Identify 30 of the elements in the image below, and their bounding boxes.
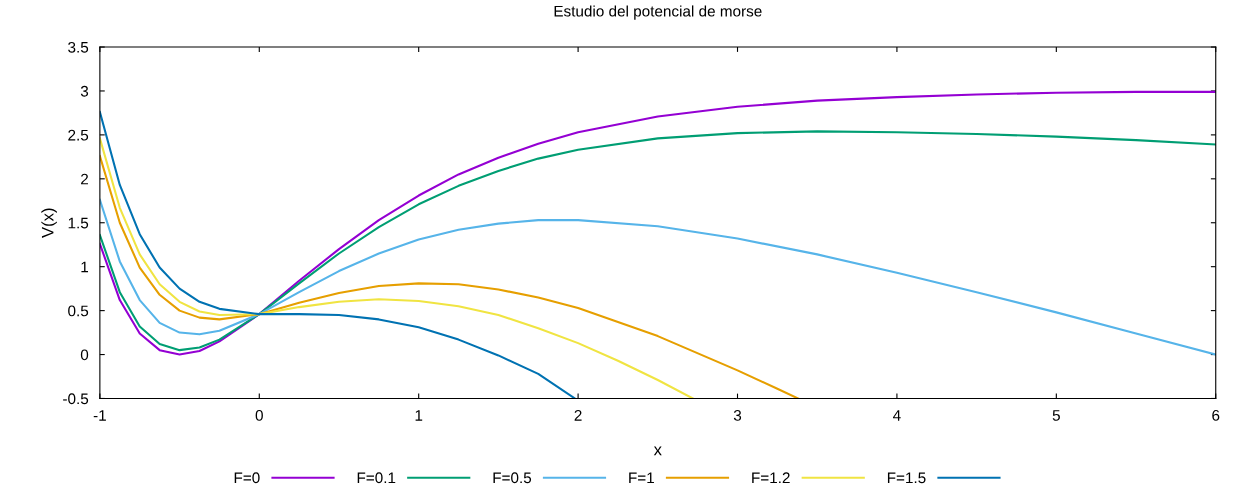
y-tick-label: 0.5 [68,305,89,317]
y-tick-label: 1 [81,261,89,273]
x-tick-label: 0 [255,409,263,421]
y-tick-label: 0 [80,349,89,361]
legend-label: F=0 [234,472,260,484]
line-series [99,137,694,399]
x-tick-label: -1 [93,410,106,421]
legend-label: F=1 [629,472,654,484]
legend-label: F=0.1 [357,472,396,484]
legend-label: F=1.5 [887,472,926,484]
x-tick-label: 4 [893,410,901,421]
x-tick-label: 3 [733,409,742,421]
chart-title: Estudio del potencial de morse [554,5,762,20]
x-tick-label: 2 [574,409,582,421]
y-tick-label: 2.5 [68,129,89,141]
x-tick-label: 5 [1052,410,1060,421]
y-tick-label: -0.5 [63,393,89,405]
y-tick-label: 2 [81,173,88,185]
x-tick-label: 1 [415,410,423,421]
legend-label: F=0.5 [493,472,532,484]
line-series [99,111,576,399]
line-series [99,130,1216,352]
y-tick-label: 1.5 [68,217,89,229]
legend-label: F=1.2 [752,472,790,484]
x-axis-title: x [653,446,662,456]
line-series [99,90,1216,356]
y-tick-label: 3 [80,85,89,97]
y-tick-label: 3.5 [68,41,89,53]
x-tick-label: 6 [1212,409,1220,421]
y-axis-title: V(x) [41,208,57,238]
